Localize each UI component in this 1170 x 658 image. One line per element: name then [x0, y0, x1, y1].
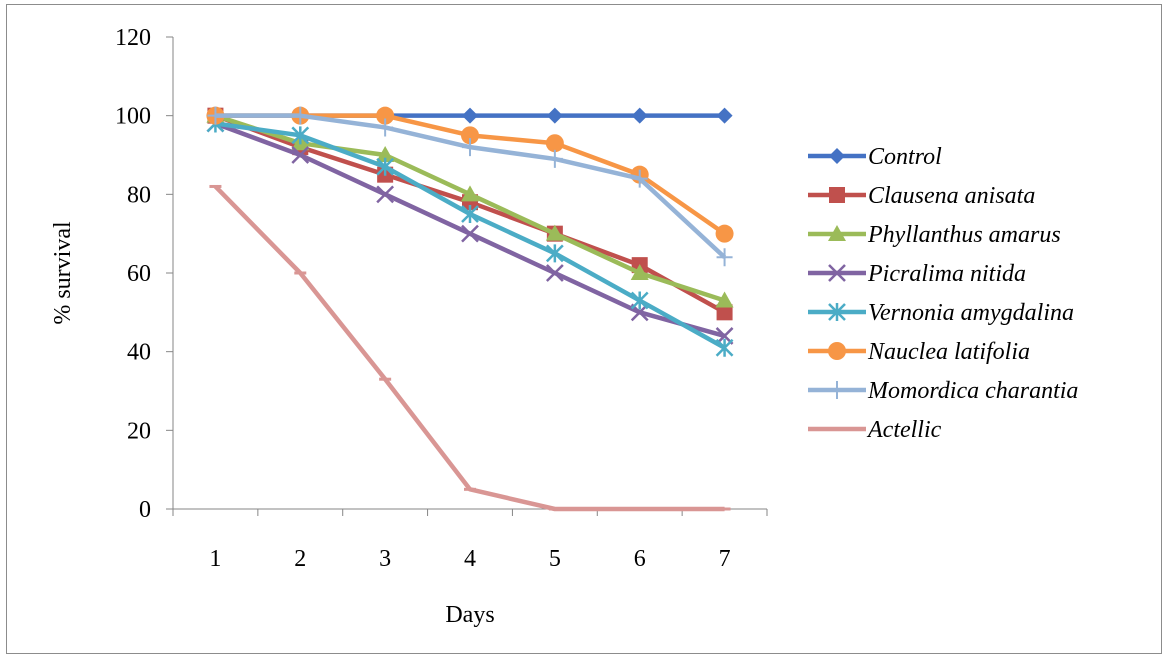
legend-marker-control [829, 148, 845, 164]
x-tick-label: 2 [294, 546, 306, 572]
data-point-momordica-charantia [377, 118, 394, 137]
data-point-picralima-nitida [376, 185, 395, 204]
legend-item-nauclea-latifolia: Nauclea latifolia [808, 339, 1030, 365]
x-ticks: 1 2 3 4 5 6 7 [172, 509, 768, 572]
y-ticks: 0 20 40 60 80 100 120 [115, 25, 173, 523]
data-point-control [462, 107, 478, 124]
data-point-momordica-charantia [716, 248, 733, 267]
series-layer [206, 106, 734, 512]
x-tick-label: 5 [549, 546, 561, 572]
legend-label: Control [868, 144, 942, 170]
data-point-nauclea-latifolia [461, 126, 479, 145]
legend-label: Phyllanthus amarus [867, 222, 1061, 248]
legend-marker-momordica-charantia [829, 381, 845, 399]
y-tick-label: 60 [127, 261, 151, 287]
legend-marker-nauclea-latifolia [828, 342, 846, 360]
data-point-vernonia-amygdalina [291, 126, 310, 145]
data-point-vernonia-amygdalina [630, 291, 649, 310]
data-point-picralima-nitida [461, 224, 479, 243]
data-point-control [631, 107, 648, 124]
data-point-phyllanthus-amarus [545, 224, 564, 241]
data-point-nauclea-latifolia [715, 224, 734, 243]
data-point-phyllanthus-amarus [630, 264, 649, 280]
y-tick-label: 80 [127, 182, 151, 208]
legend-label: Picralima nitida [867, 261, 1026, 287]
legend-item-clausena-anisata: Clausena anisata [808, 183, 1035, 209]
series-momordica-charantia [207, 106, 733, 267]
legend-item-actellic: Actellic [808, 417, 942, 443]
legend-label: Clausena anisata [868, 183, 1035, 209]
data-point-momordica-charantia [207, 106, 224, 125]
legend-label: Momordica charantia [867, 378, 1078, 404]
data-point-phyllanthus-amarus [461, 185, 479, 202]
data-point-phyllanthus-amarus [715, 291, 734, 308]
legend: Control Clausena anisata Phyllanthus amaru… [808, 144, 1078, 443]
data-point-momordica-charantia [292, 106, 309, 125]
legend-marker-clausena-anisata [829, 187, 845, 203]
legend-marker-phyllanthus-amarus [828, 225, 846, 241]
legend-item-picralima-nitida: Picralima nitida [808, 261, 1026, 287]
y-tick-label: 100 [115, 104, 151, 130]
chart-frame [6, 4, 1162, 654]
legend-label: Vernonia amygdalina [868, 300, 1074, 326]
legend-item-vernonia-amygdalina: Vernonia amygdalina [808, 300, 1074, 326]
legend-item-phyllanthus-amarus: Phyllanthus amarus [808, 222, 1061, 248]
legend-item-momordica-charantia: Momordica charantia [808, 378, 1078, 404]
legend-item-control: Control [808, 144, 942, 170]
data-point-vernonia-amygdalina [461, 205, 479, 223]
x-tick-label: 6 [634, 546, 646, 572]
data-point-vernonia-amygdalina [545, 244, 564, 263]
data-point-momordica-charantia [631, 169, 648, 188]
data-point-control [546, 107, 563, 124]
x-axis-title: Days [445, 602, 494, 628]
data-point-momordica-charantia [462, 138, 478, 157]
legend-label: Actellic [866, 417, 942, 443]
series-actellic [209, 184, 731, 512]
data-point-phyllanthus-amarus [376, 146, 395, 162]
legend-marker-picralima-nitida [828, 264, 846, 282]
data-point-control [716, 107, 733, 124]
data-point-picralima-nitida [291, 146, 310, 164]
x-tick-label: 4 [464, 546, 476, 572]
data-point-momordica-charantia [546, 149, 563, 168]
data-point-clausena-anisata [716, 304, 733, 321]
y-tick-label: 20 [127, 418, 151, 444]
x-tick-label: 1 [209, 546, 221, 572]
x-tick-label: 7 [719, 546, 731, 572]
legend-marker-vernonia-amygdalina [828, 303, 846, 321]
legend-label: Nauclea latifolia [867, 339, 1030, 365]
y-axis-title: % survival [50, 221, 76, 325]
y-tick-label: 120 [115, 25, 151, 51]
y-tick-label: 0 [139, 497, 151, 523]
data-point-vernonia-amygdalina [376, 157, 395, 176]
data-point-nauclea-latifolia [376, 106, 395, 125]
y-tick-label: 40 [127, 340, 151, 366]
data-point-nauclea-latifolia [545, 134, 564, 153]
data-point-picralima-nitida [545, 264, 564, 282]
data-point-vernonia-amygdalina [715, 338, 734, 357]
x-tick-label: 3 [379, 546, 391, 572]
